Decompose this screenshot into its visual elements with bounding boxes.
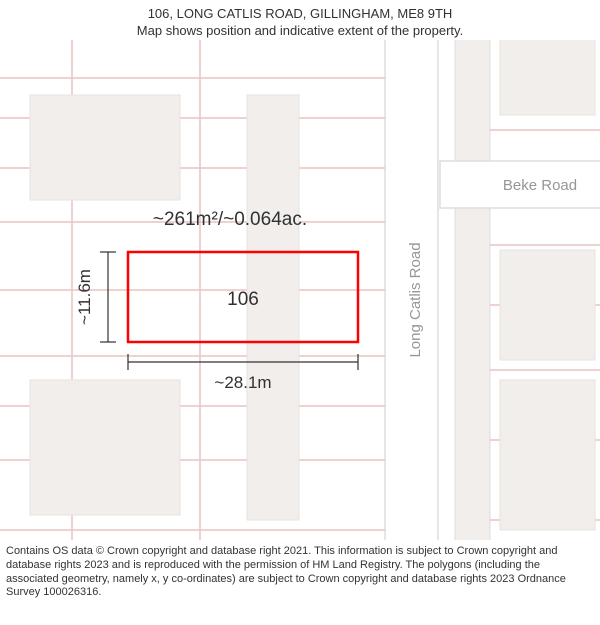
footer-text: Contains OS data © Crown copyright and d… <box>6 545 594 600</box>
subtitle: Map shows position and indicative extent… <box>0 23 600 40</box>
building-1 <box>30 380 180 515</box>
height-label: ~11.6m <box>75 269 94 325</box>
building-5 <box>500 380 595 530</box>
header: 106, LONG CATLIS ROAD, GILLINGHAM, ME8 9… <box>0 0 600 40</box>
area-label: ~261m²/~0.064ac. <box>153 209 307 230</box>
verge-strip <box>455 40 490 540</box>
plot-number: 106 <box>227 289 259 310</box>
street-side-label: Beke Road <box>503 177 577 194</box>
building-4 <box>500 250 595 360</box>
address-line: 106, LONG CATLIS ROAD, GILLINGHAM, ME8 9… <box>0 6 600 23</box>
building-3 <box>500 40 595 115</box>
width-label: ~28.1m <box>214 373 271 392</box>
map-container: ~261m²/~0.064ac. 106 ~28.1m ~11.6m Long Catl… <box>0 40 600 540</box>
map-svg: ~261m²/~0.064ac. 106 ~28.1m ~11.6m Long Catl… <box>0 40 600 540</box>
building-0 <box>30 95 180 200</box>
street-main-label: Long Catlis Road <box>407 242 424 357</box>
